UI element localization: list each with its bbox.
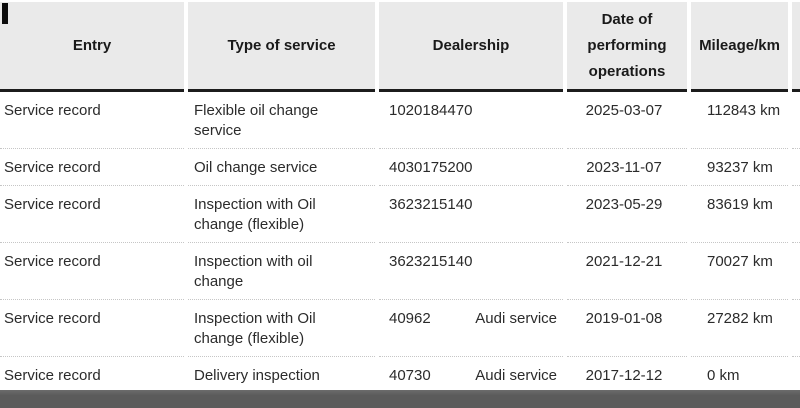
dealership-note: Audi service: [475, 310, 557, 327]
overflow-cell: [792, 300, 800, 357]
entry-cell: Service record: [0, 243, 184, 300]
entry-cell: Service record: [0, 357, 184, 394]
column-header-type-of-service: Type of service: [188, 2, 375, 92]
mileage-cell: 112843 km: [691, 92, 788, 149]
bottom-window-bar: [0, 390, 800, 408]
entry-cell: Service record: [0, 186, 184, 243]
dealership-cell: 40730 Audi service: [379, 357, 563, 394]
dealership-number: 3623215140: [389, 196, 473, 213]
entry-cell: Service record: [0, 300, 184, 357]
mileage-cell: 83619 km: [691, 186, 788, 243]
entry-cell: Service record: [0, 149, 184, 186]
mileage-cell: 27282 km: [691, 300, 788, 357]
dealership-number: 40962: [389, 310, 431, 327]
service-type-cell: Inspection with Oil change (flexible): [188, 300, 375, 357]
dealership-cell: 3623215140: [379, 186, 563, 243]
entry-cell: Service record: [0, 92, 184, 149]
overflow-cell: [792, 186, 800, 243]
overflow-cell: [792, 149, 800, 186]
date-cell: 2023-11-07: [567, 149, 687, 186]
service-type-cell: Inspection with oil change: [188, 243, 375, 300]
dealership-cell: 3623215140: [379, 243, 563, 300]
dealership-number: 40730: [389, 367, 431, 384]
column-header-mileage: Mileage/km: [691, 2, 788, 92]
service-type-cell: Flexible oil change service: [188, 92, 375, 149]
dealership-note: Audi service: [475, 367, 557, 384]
mileage-cell: 93237 km: [691, 149, 788, 186]
column-header-overflow-sliver: [792, 2, 800, 92]
overflow-cell: [792, 357, 800, 394]
mileage-cell: 0 km: [691, 357, 788, 394]
date-cell: 2023-05-29: [567, 186, 687, 243]
overflow-cell: [792, 243, 800, 300]
date-cell: 2017-12-12: [567, 357, 687, 394]
column-header-date: Date of performing operations: [567, 2, 687, 92]
service-type-cell: Inspection with Oil change (flexible): [188, 186, 375, 243]
column-header-dealership: Dealership: [379, 2, 563, 92]
dealership-number: 1020184470: [389, 102, 473, 119]
caret-marker: [2, 3, 8, 24]
dealership-number: 3623215140: [389, 253, 473, 270]
overflow-cell: [792, 92, 800, 149]
date-cell: 2025-03-07: [567, 92, 687, 149]
date-cell: 2019-01-08: [567, 300, 687, 357]
dealership-cell: 4030175200: [379, 149, 563, 186]
dealership-cell: 1020184470: [379, 92, 563, 149]
date-cell: 2021-12-21: [567, 243, 687, 300]
mileage-cell: 70027 km: [691, 243, 788, 300]
column-header-entry: Entry: [0, 2, 184, 92]
service-history-table: Entry Type of service Dealership Date of…: [0, 2, 800, 394]
dealership-number: 4030175200: [389, 159, 473, 176]
service-type-cell: Delivery inspection: [188, 357, 375, 394]
dealership-cell: 40962 Audi service: [379, 300, 563, 357]
service-type-cell: Oil change service: [188, 149, 375, 186]
